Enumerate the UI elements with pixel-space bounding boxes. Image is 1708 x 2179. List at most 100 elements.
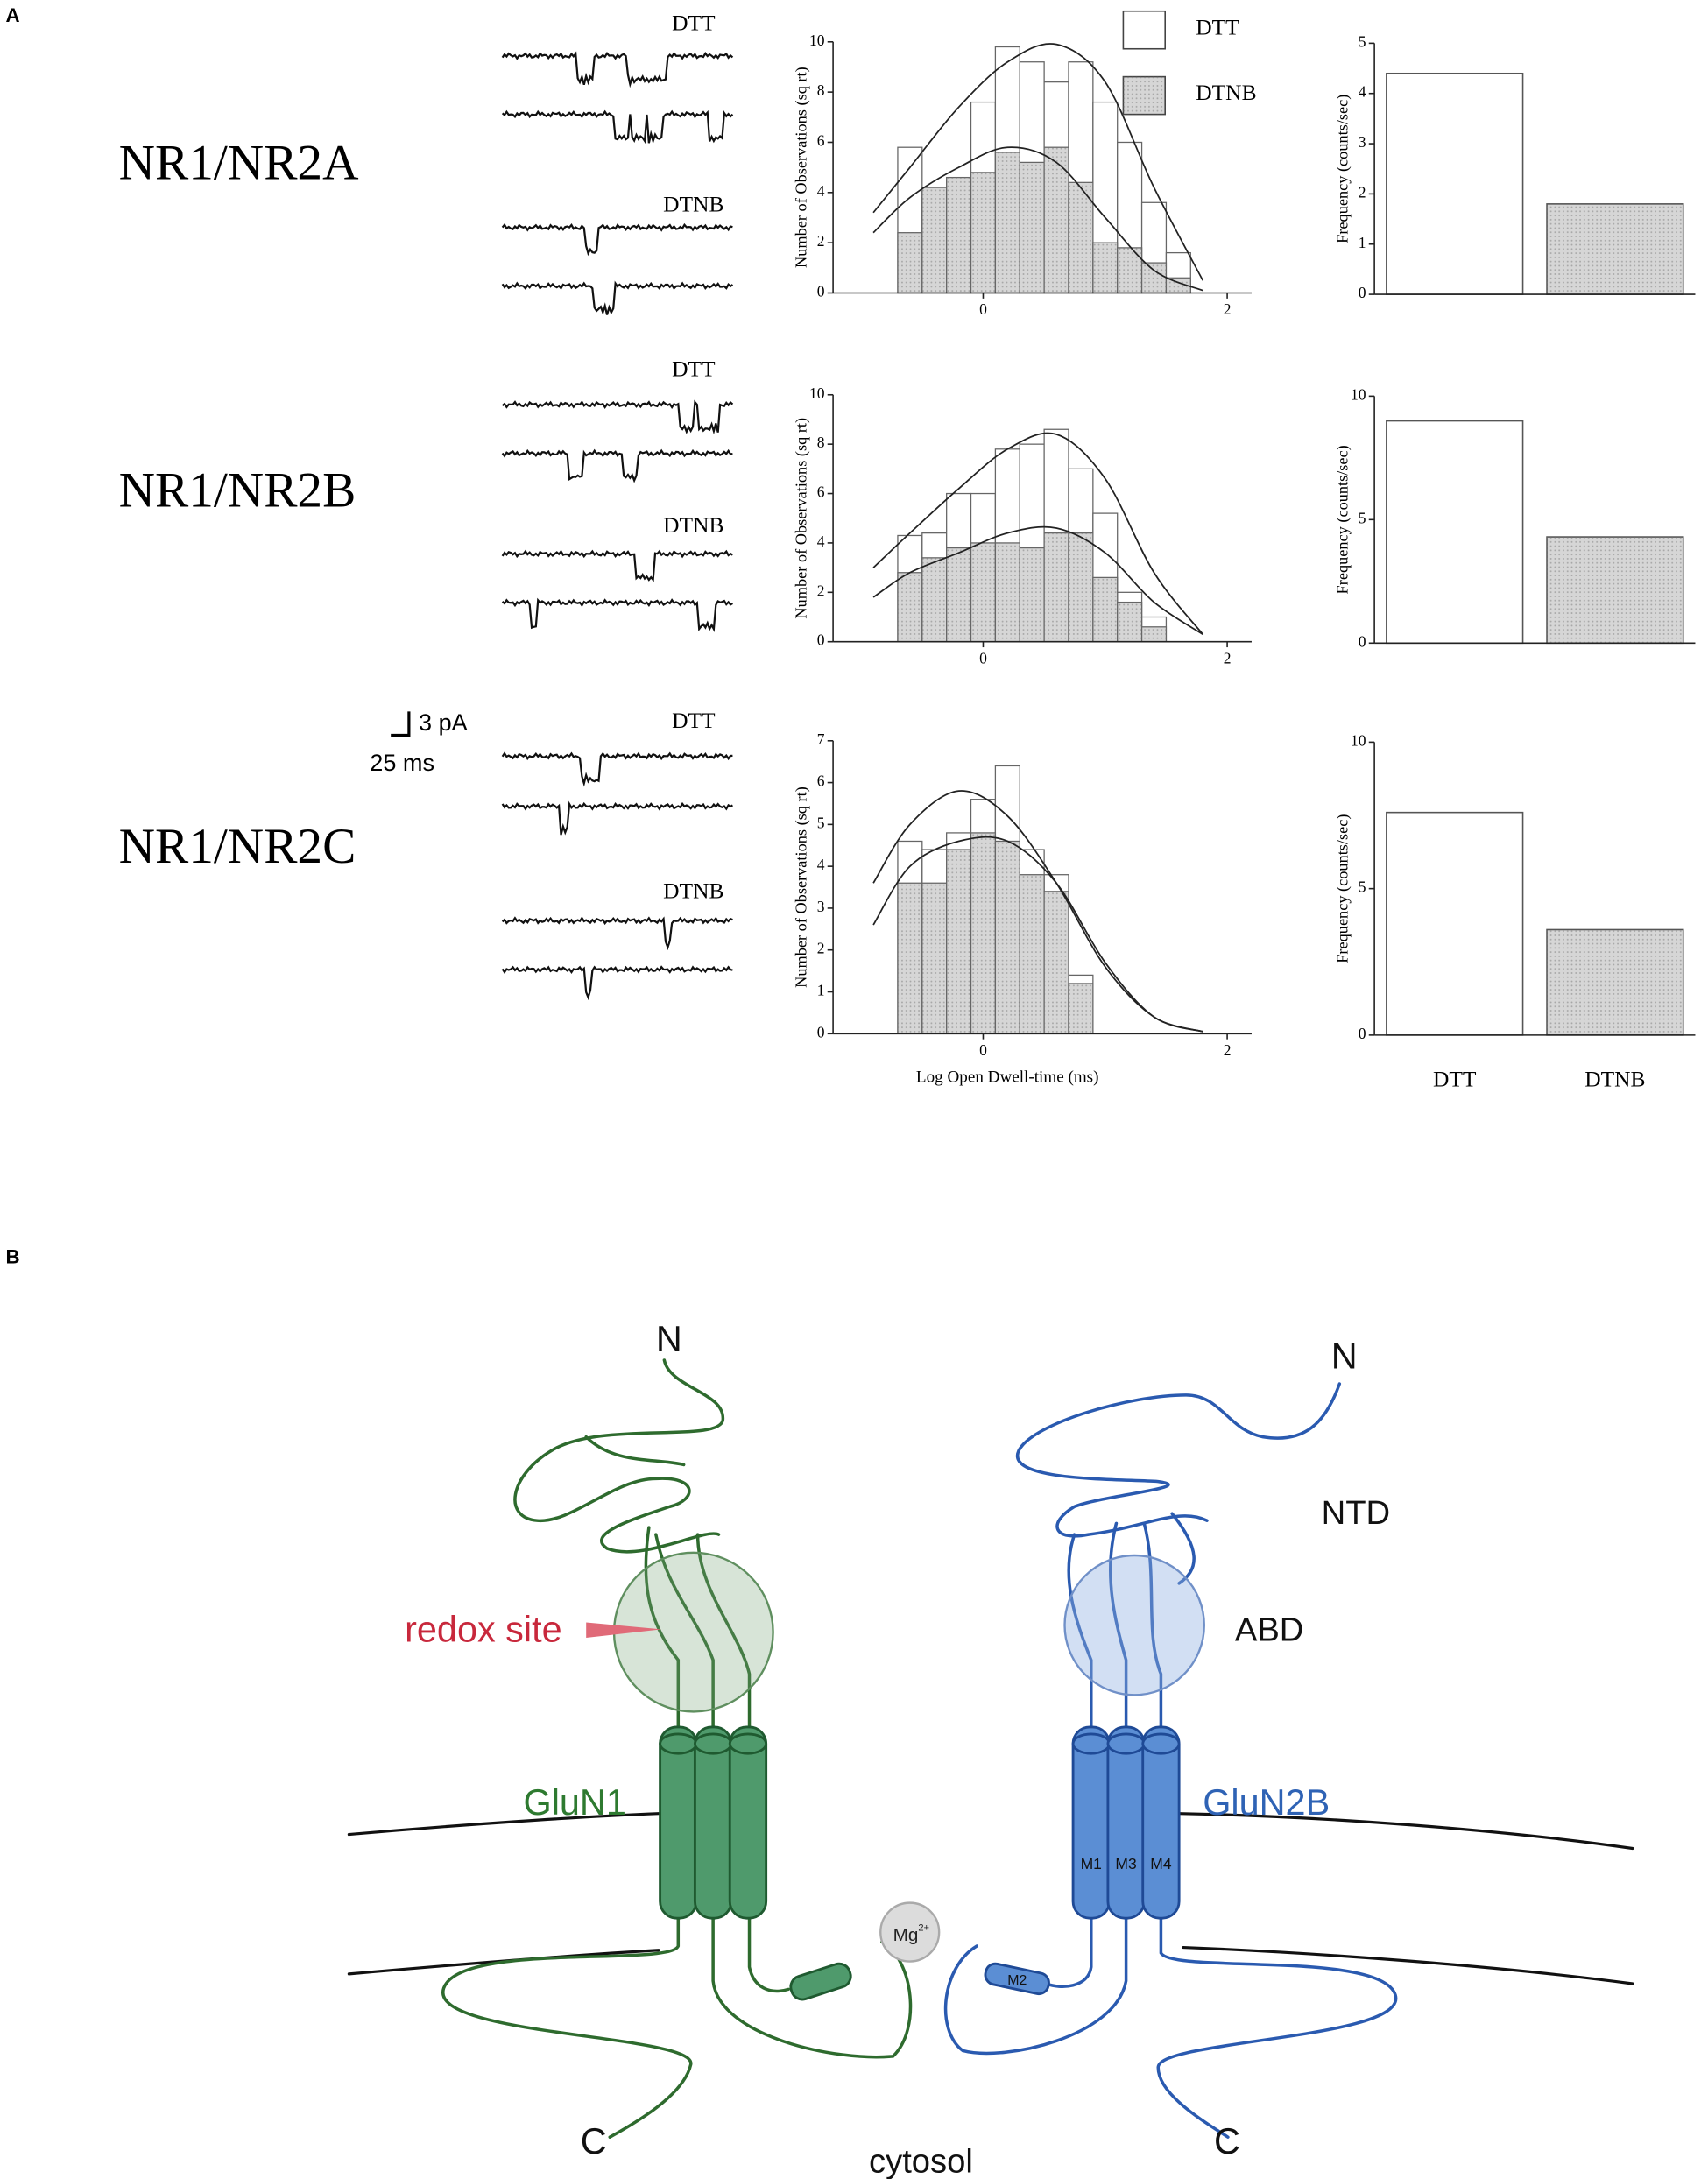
panel-label: A bbox=[6, 4, 20, 26]
helix-label: M2 bbox=[1007, 1973, 1027, 1988]
x-tick-label: 2 bbox=[1224, 649, 1232, 666]
y-tick-label: 7 bbox=[817, 730, 825, 748]
y-tick-label: 5 bbox=[817, 814, 825, 831]
x-tick-label: DTNB bbox=[1584, 1066, 1645, 1091]
membrane bbox=[1182, 1945, 1634, 1985]
y-tick-label: 5 bbox=[1359, 509, 1366, 526]
y-tick-label: 0 bbox=[817, 631, 825, 649]
domain-label: ABD bbox=[1235, 1611, 1304, 1649]
bar-stipple bbox=[1547, 929, 1683, 1035]
y-tick-label: 1 bbox=[817, 982, 825, 999]
histogram-stipple bbox=[1020, 162, 1045, 293]
compartment-label: cytosol bbox=[869, 2143, 973, 2179]
histogram-stipple bbox=[1092, 577, 1118, 642]
y-axis-label: Number of Observations (sq rt) bbox=[792, 418, 810, 619]
glun1-label: GluN1 bbox=[523, 1782, 625, 1823]
y-tick-label: 10 bbox=[809, 384, 825, 402]
current-trace bbox=[501, 399, 734, 435]
legend-stipple bbox=[1123, 76, 1166, 115]
x-tick-label: 0 bbox=[979, 1041, 987, 1059]
histogram-stipple bbox=[1068, 182, 1093, 293]
bar-stipple bbox=[1547, 537, 1683, 644]
redox-pointer bbox=[586, 1622, 662, 1638]
y-tick-label: 0 bbox=[1359, 632, 1366, 650]
histogram-stipple bbox=[1141, 263, 1167, 293]
bar bbox=[1386, 811, 1524, 1036]
trace-label: DTNB bbox=[663, 192, 723, 217]
y-tick-label: 5 bbox=[1359, 878, 1366, 896]
y-axis-label: Frequency (counts/sec) bbox=[1333, 95, 1352, 243]
y-tick-label: 10 bbox=[1351, 731, 1366, 749]
histogram-stipple bbox=[995, 152, 1020, 293]
y-tick-label: 8 bbox=[817, 81, 825, 99]
histogram-stipple bbox=[1044, 147, 1069, 293]
row-label: NR1/NR2A bbox=[119, 135, 359, 190]
fit-curve bbox=[872, 146, 1203, 292]
fit-curve bbox=[872, 836, 1203, 1033]
domain-label: NTD bbox=[1322, 1494, 1391, 1532]
legend-label: DTT bbox=[1196, 14, 1239, 39]
x-tick-label: 0 bbox=[979, 649, 987, 666]
y-tick-label: 6 bbox=[817, 131, 825, 149]
glun1-helices bbox=[659, 1725, 852, 2001]
y-tick-label: 2 bbox=[817, 232, 825, 250]
ion-symbol: Mg bbox=[893, 1925, 919, 1945]
current-trace bbox=[501, 800, 733, 836]
current-trace bbox=[501, 965, 733, 1001]
histogram-stipple bbox=[1020, 874, 1045, 1034]
trace-label: DTNB bbox=[663, 512, 723, 538]
x-tick-label: 2 bbox=[1224, 1041, 1232, 1059]
current-trace bbox=[501, 916, 733, 951]
glun2b-helices bbox=[984, 1725, 1181, 1996]
histogram-stipple bbox=[897, 883, 922, 1034]
fit-curve bbox=[872, 525, 1203, 635]
x-tick-label: DTT bbox=[1433, 1066, 1477, 1091]
y-tick-label: 4 bbox=[817, 532, 825, 550]
scale-time: 25 ms bbox=[370, 749, 434, 776]
glun2b-label: GluN2B bbox=[1203, 1782, 1330, 1823]
c-terminus: C bbox=[581, 2121, 607, 2161]
histogram-stipple bbox=[970, 832, 996, 1034]
c-terminus: C bbox=[1214, 2121, 1240, 2161]
trace-label: DTT bbox=[672, 11, 716, 36]
histogram-stipple bbox=[1166, 278, 1191, 293]
histogram-stipple bbox=[946, 547, 971, 642]
x-tick-label: 2 bbox=[1224, 300, 1232, 318]
y-axis-label: Number of Observations (sq rt) bbox=[792, 67, 810, 268]
diagram bbox=[347, 1358, 1634, 2139]
current-trace bbox=[501, 549, 733, 582]
histogram-stipple bbox=[970, 542, 996, 642]
y-tick-label: 0 bbox=[1359, 284, 1366, 301]
panel-label: B bbox=[6, 1246, 20, 1268]
histogram-stipple bbox=[1044, 891, 1069, 1034]
histogram-stipple bbox=[970, 172, 996, 293]
y-tick-label: 8 bbox=[817, 434, 825, 451]
y-axis-label: Number of Observations (sq rt) bbox=[792, 786, 810, 988]
traces bbox=[501, 51, 734, 1001]
histogram-stipple bbox=[1068, 532, 1093, 642]
current-trace bbox=[501, 109, 734, 145]
histogram-stipple bbox=[946, 177, 971, 293]
current-trace bbox=[501, 448, 733, 483]
histogram-stipple bbox=[1141, 626, 1167, 642]
y-tick-label: 0 bbox=[1359, 1025, 1366, 1042]
trace-label: DTT bbox=[672, 356, 716, 382]
membrane bbox=[1177, 1812, 1634, 1851]
y-tick-label: 3 bbox=[817, 898, 825, 915]
current-trace bbox=[501, 280, 734, 316]
histogram-stipple bbox=[1117, 602, 1142, 642]
current-trace bbox=[501, 597, 733, 633]
bar bbox=[1386, 420, 1524, 645]
abd-circle bbox=[1063, 1554, 1205, 1696]
histogram-stipple bbox=[946, 850, 971, 1034]
fit-curve bbox=[872, 43, 1204, 281]
histogram-stipple bbox=[897, 232, 922, 293]
y-tick-label: 4 bbox=[817, 182, 825, 200]
ion-charge: 2+ bbox=[918, 1922, 929, 1933]
y-axis-label: Frequency (counts/sec) bbox=[1333, 445, 1352, 594]
histogram-stipple bbox=[995, 542, 1020, 642]
x-axis-label: Log Open Dwell-time (ms) bbox=[916, 1068, 1099, 1087]
helix-label: M4 bbox=[1150, 1855, 1172, 1872]
